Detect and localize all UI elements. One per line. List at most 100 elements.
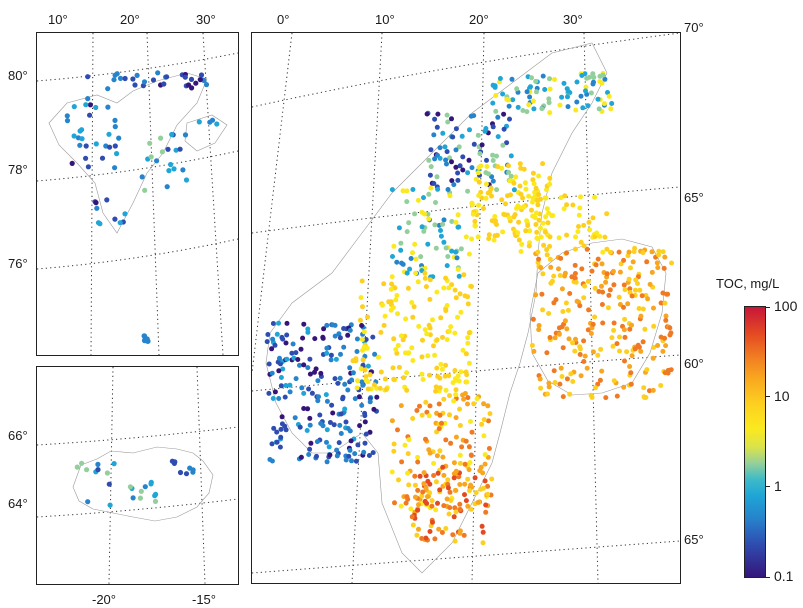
sample-site-marker: [621, 257, 627, 263]
sample-site-marker: [463, 351, 469, 357]
sample-site-marker: [485, 403, 491, 409]
sample-site-marker: [481, 433, 487, 439]
sample-site-marker: [429, 503, 435, 509]
sample-site-marker: [359, 337, 365, 342]
sample-site-marker: [531, 106, 537, 112]
sample-site-marker: [511, 180, 517, 186]
sample-site-marker: [327, 420, 333, 425]
sample-site-marker: [274, 429, 280, 435]
sample-site-marker: [647, 281, 653, 287]
sample-site-marker: [548, 264, 554, 270]
sample-site-marker: [559, 94, 565, 100]
sample-site-marker: [324, 398, 330, 404]
sample-site-marker: [388, 286, 394, 292]
sample-site-marker: [111, 461, 117, 467]
sample-site-marker: [372, 351, 378, 357]
sample-site-marker: [459, 444, 465, 450]
sample-site-marker: [426, 157, 432, 163]
sample-site-marker: [605, 90, 610, 95]
sample-site-marker: [484, 157, 489, 163]
sample-site-marker: [357, 423, 363, 429]
sample-site-marker: [309, 390, 315, 396]
sample-site-marker: [547, 76, 552, 82]
sample-site-marker: [442, 420, 448, 426]
sample-site-marker: [530, 213, 536, 219]
sample-site-marker: [595, 96, 601, 102]
sample-site-marker: [627, 286, 633, 292]
main-lat-label-70: 70°: [684, 20, 704, 35]
sample-site-marker: [468, 482, 474, 488]
sample-site-marker: [426, 191, 432, 197]
sample-site-marker: [382, 313, 388, 319]
sample-site-marker: [421, 195, 426, 201]
sample-site-marker: [611, 282, 617, 288]
sample-site-marker: [635, 342, 641, 348]
sample-site-marker: [448, 498, 454, 503]
sample-site-marker: [564, 376, 570, 382]
sample-site-marker: [443, 275, 449, 281]
sample-site-marker: [572, 275, 578, 281]
sample-site-marker: [451, 398, 457, 404]
sample-site-marker: [274, 331, 280, 337]
sample-site-marker: [565, 307, 571, 313]
sample-site-marker: [112, 216, 118, 222]
sample-site-marker: [546, 100, 552, 106]
sample-site-marker: [419, 493, 425, 499]
sample-site-marker: [360, 304, 365, 310]
sample-site-marker: [419, 536, 425, 541]
sample-site-marker: [547, 234, 553, 240]
sample-site-marker: [169, 131, 175, 138]
sample-site-marker: [283, 340, 289, 346]
sample-site-marker: [327, 452, 333, 458]
sample-site-marker: [300, 335, 306, 341]
sample-site-marker: [415, 197, 421, 203]
sample-site-marker: [112, 165, 118, 171]
sample-site-marker: [609, 101, 615, 106]
sample-site-marker: [93, 141, 99, 147]
sample-site-marker: [403, 500, 409, 506]
sample-site-marker: [574, 79, 580, 85]
sample-site-marker: [538, 225, 543, 231]
sample-site-marker: [427, 403, 433, 409]
sample-site-marker: [306, 386, 312, 392]
sample-site-marker: [475, 170, 481, 176]
sample-site-marker: [83, 143, 89, 149]
sample-site-marker: [402, 442, 408, 448]
sample-site-marker: [404, 229, 410, 235]
sample-site-marker: [453, 392, 459, 398]
sample-site-marker: [406, 437, 412, 443]
sample-site-marker: [465, 395, 471, 401]
sample-site-marker: [572, 246, 578, 252]
sample-site-marker: [324, 427, 330, 433]
sample-site-marker: [452, 538, 458, 544]
sample-site-marker: [606, 93, 612, 99]
sample-site-marker: [452, 368, 458, 373]
sample-site-marker: [600, 72, 606, 78]
sample-site-marker: [432, 156, 438, 162]
sample-site-marker: [435, 111, 441, 117]
sample-site-marker: [531, 348, 537, 354]
sample-site-marker: [378, 329, 384, 335]
sample-site-marker: [391, 376, 397, 382]
sample-site-marker: [340, 396, 346, 402]
sample-site-marker: [398, 240, 404, 246]
sample-site-marker: [188, 76, 195, 82]
sample-site-marker: [439, 530, 445, 535]
sample-site-marker: [621, 384, 627, 390]
sample-site-marker: [453, 147, 459, 153]
sample-site-marker: [588, 90, 594, 96]
sample-site-marker: [419, 412, 425, 418]
sample-site-marker: [466, 157, 472, 163]
sample-site-marker: [142, 484, 148, 490]
sample-site-marker: [316, 394, 321, 400]
sample-site-marker: [398, 403, 404, 409]
sample-site-marker: [556, 331, 562, 337]
sample-site-marker: [611, 320, 617, 326]
sample-site-marker: [441, 472, 447, 478]
sample-site-marker: [214, 121, 220, 127]
sample-site-marker: [489, 476, 495, 482]
sample-site-marker: [551, 273, 557, 279]
sample-site-marker: [656, 248, 662, 254]
sample-site-marker: [668, 367, 674, 373]
sample-site-marker: [433, 507, 439, 513]
